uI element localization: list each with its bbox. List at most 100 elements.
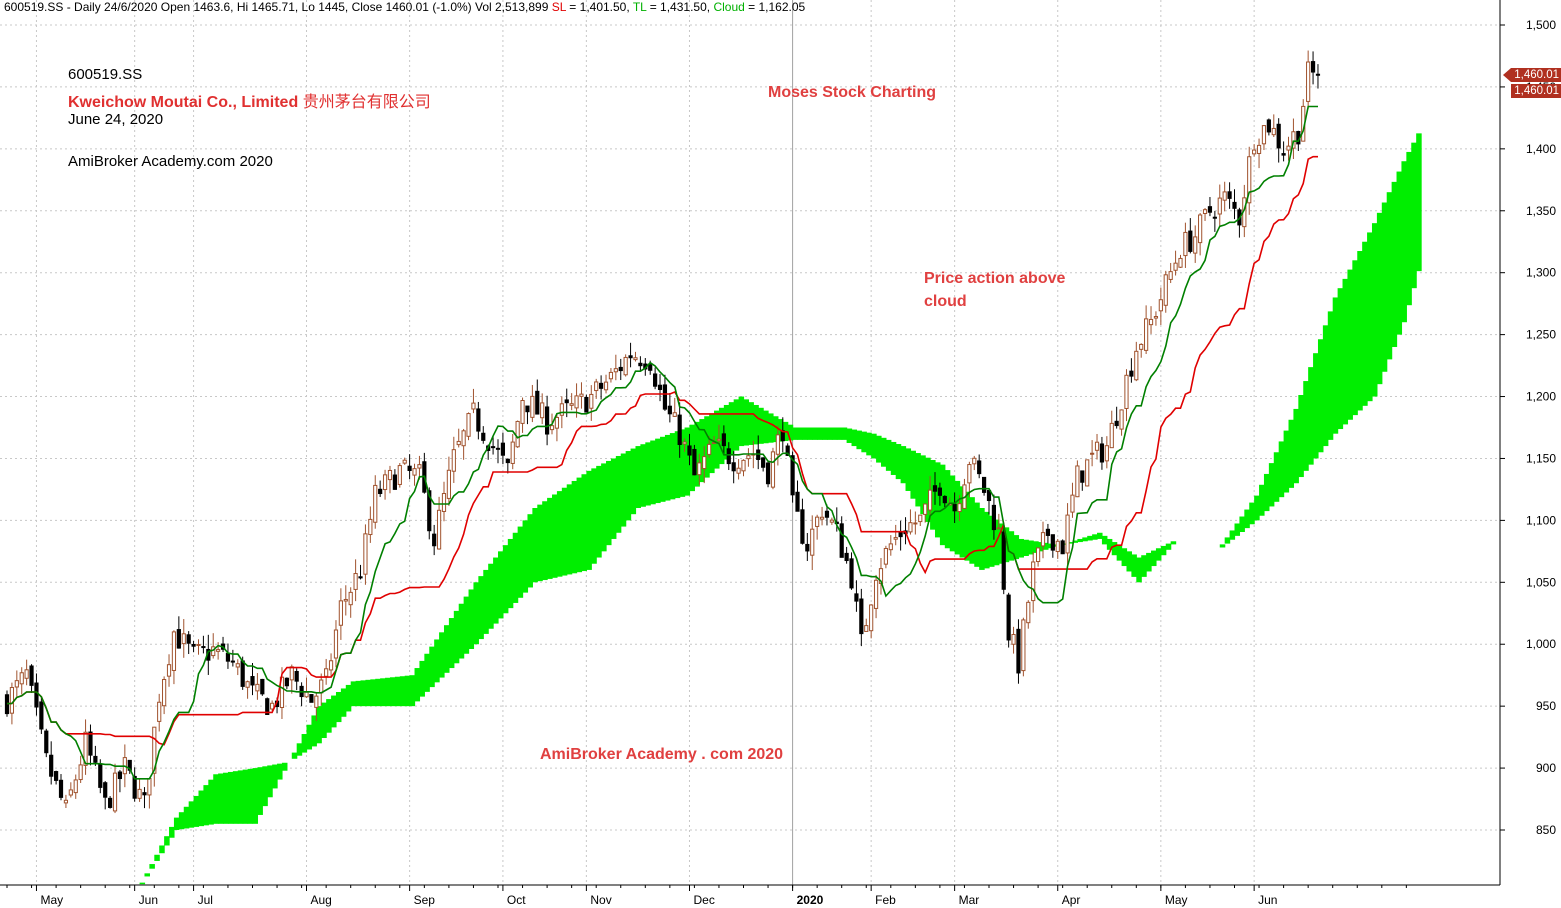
candle-body bbox=[265, 698, 270, 715]
cloud-segment bbox=[910, 450, 916, 499]
cloud-segment bbox=[159, 845, 165, 854]
cloud-segment bbox=[527, 514, 533, 588]
candle-body bbox=[1144, 318, 1149, 351]
cloud-segment bbox=[394, 676, 401, 707]
x-tick-label: May bbox=[40, 893, 63, 907]
candle-body bbox=[1036, 547, 1041, 563]
candle-body bbox=[83, 731, 88, 766]
candle-body bbox=[1119, 409, 1124, 430]
cloud-segment bbox=[1273, 452, 1280, 502]
cloud-segment bbox=[905, 448, 912, 491]
candle-body bbox=[1148, 318, 1154, 326]
cloud-segment bbox=[1259, 484, 1265, 516]
candle-body bbox=[981, 476, 987, 493]
cloud-segment bbox=[984, 511, 990, 569]
candle-body bbox=[142, 792, 147, 796]
candle-body bbox=[441, 493, 447, 512]
cloud-segment bbox=[154, 854, 160, 861]
cloud-segment bbox=[871, 433, 877, 459]
candle-body bbox=[24, 669, 29, 679]
cloud-segment bbox=[375, 678, 381, 707]
header-cloud-label: Cloud bbox=[713, 0, 745, 14]
y-tick-label: 900 bbox=[1536, 761, 1556, 775]
candle-body bbox=[549, 425, 555, 431]
candle-body bbox=[569, 403, 574, 406]
cloud-segment bbox=[807, 427, 813, 440]
cloud-segment bbox=[1165, 543, 1172, 550]
candle-body bbox=[58, 779, 64, 798]
cloud-segment bbox=[841, 427, 848, 440]
candle-body bbox=[93, 755, 98, 763]
cloud-segment bbox=[1018, 538, 1024, 558]
cloud-segment bbox=[1092, 534, 1098, 540]
candle-body bbox=[1070, 494, 1075, 513]
candle-body bbox=[1281, 153, 1286, 156]
candle-body bbox=[952, 503, 957, 512]
cloud-segment bbox=[502, 545, 509, 614]
candle-body bbox=[638, 362, 643, 367]
candle-body bbox=[819, 516, 825, 520]
cloud-segment bbox=[959, 486, 966, 558]
candle-body bbox=[849, 558, 854, 589]
cloud-segment bbox=[934, 462, 941, 538]
cloud-segment bbox=[1160, 545, 1167, 556]
candle-body bbox=[294, 670, 299, 682]
candle-body bbox=[500, 442, 506, 456]
candle-body bbox=[29, 665, 34, 686]
cloud-segment bbox=[169, 826, 175, 838]
cloud-segment bbox=[930, 460, 936, 530]
cloud-segment bbox=[836, 427, 843, 440]
cloud-segment bbox=[1155, 548, 1162, 561]
candle-body bbox=[328, 660, 334, 671]
cloud-segment bbox=[684, 427, 691, 496]
cloud-segment bbox=[453, 610, 460, 664]
cloud-segment bbox=[370, 679, 376, 707]
site-label: AmiBroker Academy.com 2020 bbox=[68, 153, 273, 170]
candle-body bbox=[1099, 443, 1105, 463]
candle-body bbox=[761, 457, 766, 468]
cloud-segment bbox=[1224, 537, 1231, 544]
candle-body bbox=[721, 433, 726, 447]
cloud-segment bbox=[581, 474, 587, 572]
cloud-segment bbox=[1101, 535, 1108, 545]
cloud-segment bbox=[193, 795, 200, 827]
candle-body bbox=[942, 495, 947, 504]
cloud-segment bbox=[1151, 550, 1157, 567]
cloud-segment bbox=[1283, 430, 1290, 493]
cloud-segment bbox=[183, 806, 190, 829]
candle-body bbox=[672, 412, 677, 417]
x-tick-label: Jul bbox=[198, 893, 213, 907]
cloud-segment bbox=[949, 475, 956, 552]
cloud-segment bbox=[1313, 353, 1319, 459]
candle-body bbox=[633, 357, 638, 361]
candle-body bbox=[387, 469, 393, 481]
cloud-segment bbox=[900, 446, 907, 484]
x-tick-label: 2020 bbox=[797, 893, 824, 907]
cloud-segment bbox=[964, 491, 970, 561]
cloud-segment bbox=[281, 762, 288, 771]
moses-label: Moses Stock Charting bbox=[768, 84, 937, 101]
candle-body bbox=[1139, 343, 1144, 350]
cloud-segment bbox=[1239, 516, 1245, 532]
cloud-segment bbox=[1244, 509, 1250, 529]
y-tick-label: 1,250 bbox=[1526, 328, 1556, 342]
candle-body bbox=[98, 763, 103, 788]
candle-body bbox=[589, 393, 594, 409]
candle-body bbox=[726, 448, 731, 465]
candle-body bbox=[972, 457, 977, 465]
candle-body bbox=[255, 683, 260, 692]
company-name-cn: 贵州茅台有限公司 bbox=[302, 94, 431, 111]
candle-body bbox=[382, 474, 388, 491]
candle-body bbox=[451, 449, 456, 472]
cloud-segment bbox=[669, 433, 676, 500]
candle-body bbox=[230, 660, 235, 663]
cloud-segment bbox=[173, 817, 180, 830]
cloud-segment bbox=[1298, 394, 1304, 478]
cloud-segment bbox=[237, 770, 244, 824]
candle-body bbox=[314, 695, 319, 708]
candle-body bbox=[147, 777, 152, 796]
candle-body bbox=[628, 355, 633, 359]
cloud-segment bbox=[399, 676, 406, 707]
